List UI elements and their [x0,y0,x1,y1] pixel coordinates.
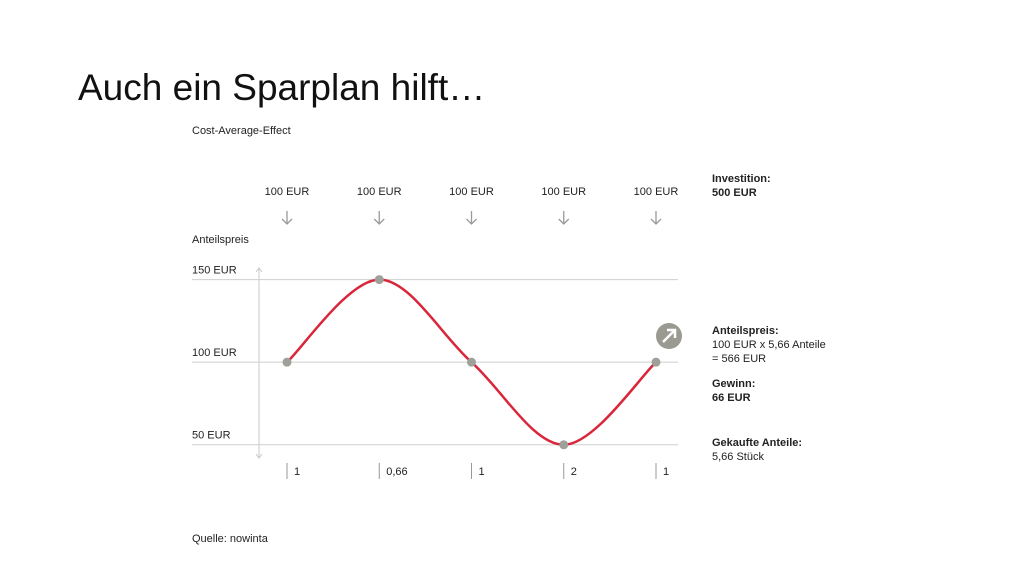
share-label: 1 [663,466,669,478]
note-line: 5,66 Stück [712,451,764,463]
y-tick-label: 50 EUR [192,430,231,442]
down-arrow [558,211,570,225]
price-point [651,357,661,367]
price-point [467,357,476,367]
investment-label: 100 EUR [634,186,679,198]
share-label: 2 [571,466,577,478]
down-arrow [466,211,477,225]
note-line: 500 EUR [712,187,757,199]
share-label: 0,66 [386,466,407,478]
note-title: Investition: [712,173,771,185]
price-point [282,357,292,367]
source: Quelle: nowinta [192,533,269,545]
slide-title: Auch ein Sparplan hilft… [78,67,485,108]
down-arrow [281,211,293,225]
note-line: 100 EUR x 5,66 Anteile [712,339,826,351]
down-arrow [650,211,662,225]
y-axis-label: Anteilspreis [192,234,249,246]
share-label: 1 [479,466,485,478]
down-arrow [373,211,385,225]
trend-icon [656,323,682,349]
note-title: Gewinn: [712,378,755,390]
investment-label: 100 EUR [265,186,310,198]
price-point [559,440,569,450]
price-point [374,275,384,285]
note-title: Gekaufte Anteile: [712,437,802,449]
investment-label: 100 EUR [357,186,402,198]
chart-title: Cost-Average-Effect [192,125,291,137]
share-label: 1 [294,466,300,478]
investment-label: 100 EUR [449,186,494,198]
note-line: = 566 EUR [712,353,766,365]
investment-label: 100 EUR [541,186,586,198]
note-line: 66 EUR [712,392,751,404]
y-tick-label: 100 EUR [192,347,237,359]
axis-arrow [255,267,263,459]
note-title: Anteilspreis: [712,325,779,337]
y-tick-label: 150 EUR [192,264,237,276]
